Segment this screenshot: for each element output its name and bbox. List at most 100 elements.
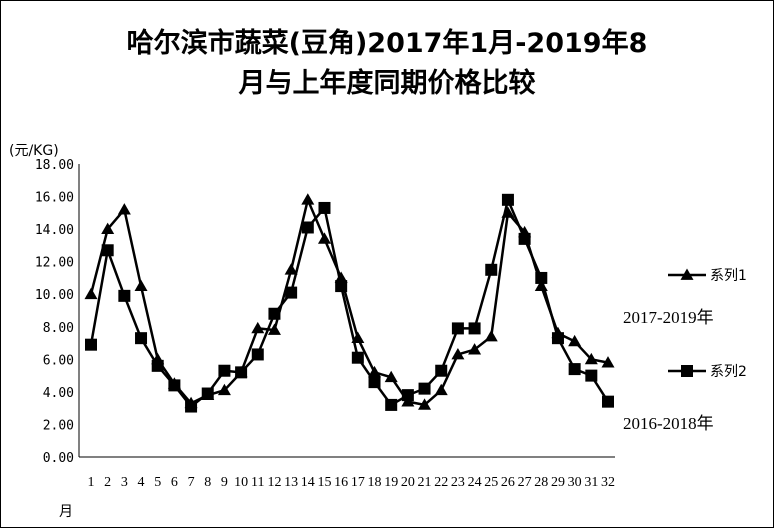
y-axis-unit-label: (元/KG) xyxy=(9,143,59,159)
data-point xyxy=(451,347,465,360)
x-tick-label: 5 xyxy=(154,475,161,490)
series-layer xyxy=(84,193,615,413)
data-point xyxy=(135,332,148,345)
data-point xyxy=(601,356,615,368)
x-tick-label: 11 xyxy=(251,475,264,490)
x-tick-label: 27 xyxy=(518,475,532,490)
x-tick-label: 9 xyxy=(221,475,228,490)
data-point xyxy=(384,370,398,383)
y-tick-label: 18.00 xyxy=(35,158,74,173)
x-tick-label: 7 xyxy=(188,475,195,490)
y-tick-label: 12.00 xyxy=(35,256,74,271)
x-tick-label: 19 xyxy=(384,475,398,490)
data-point xyxy=(335,280,348,293)
legend-label: 系列2 xyxy=(710,364,747,380)
data-point xyxy=(568,334,582,347)
data-point xyxy=(468,322,481,335)
y-tick-label: 2.00 xyxy=(43,418,74,433)
x-tick-labels: 1 2 3 4 5 6 7 8 9 10 11 12 13 14 15 16 17 18 19 20 21 22 23 24 2… xyxy=(88,475,616,490)
data-point xyxy=(84,287,98,300)
data-point xyxy=(584,352,598,365)
x-tick-label: 26 xyxy=(501,475,515,490)
series-line xyxy=(89,198,609,407)
data-point xyxy=(218,364,231,377)
data-point xyxy=(301,193,315,205)
data-point xyxy=(134,279,148,291)
data-point xyxy=(568,363,581,376)
data-point xyxy=(485,263,498,276)
data-point xyxy=(251,348,264,361)
data-point xyxy=(451,322,464,335)
axes xyxy=(78,164,615,458)
x-tick-label: 30 xyxy=(568,475,582,490)
data-point xyxy=(385,398,398,411)
data-point xyxy=(434,383,448,396)
data-point xyxy=(118,289,131,302)
x-tick-label: 28 xyxy=(534,475,548,490)
x-tick-label: 24 xyxy=(468,475,482,490)
data-point xyxy=(85,338,97,351)
x-axis-unit-label: 月 xyxy=(59,504,73,520)
y-tick-label: 10.00 xyxy=(35,288,74,303)
legend-period-note: 2016-2018年 xyxy=(623,414,714,433)
data-point xyxy=(268,307,281,320)
x-tick-label: 3 xyxy=(121,475,128,490)
x-tick-label: 2 xyxy=(104,475,111,490)
data-point xyxy=(418,382,431,395)
data-point xyxy=(117,203,131,215)
data-point xyxy=(185,400,198,413)
x-tick-label: 14 xyxy=(301,475,315,490)
data-point xyxy=(501,193,514,206)
legend-marker xyxy=(681,365,693,377)
data-point xyxy=(368,365,382,378)
legend-item-2: 系列2 2016-2018年 xyxy=(623,364,747,433)
data-point xyxy=(267,323,281,335)
x-tick-label: 21 xyxy=(418,475,432,490)
x-tick-label: 17 xyxy=(351,475,365,490)
y-tick-label: 4.00 xyxy=(43,386,74,401)
y-tick-label: 6.00 xyxy=(43,353,74,368)
data-point xyxy=(318,201,331,214)
legend-item-1: 系列1 2017-2019年 xyxy=(623,268,747,327)
data-point xyxy=(351,351,364,364)
data-point xyxy=(301,221,314,234)
data-point xyxy=(151,359,164,372)
x-tick-label: 8 xyxy=(204,475,211,490)
x-tick-label: 16 xyxy=(334,475,348,490)
data-point xyxy=(368,376,381,389)
x-tick-label: 15 xyxy=(317,475,331,490)
legend-period-note: 2017-2019年 xyxy=(623,308,714,327)
x-tick-label: 12 xyxy=(267,475,281,490)
data-point xyxy=(334,271,348,283)
data-point xyxy=(101,222,115,234)
x-tick-label: 25 xyxy=(484,475,498,490)
x-tick-label: 29 xyxy=(551,475,565,490)
chart-title-line2: 月与上年度同期价格比较 xyxy=(238,67,536,99)
data-point xyxy=(235,366,248,379)
data-point xyxy=(284,263,298,275)
series-2 xyxy=(85,193,614,413)
y-tick-labels: 0.00 2.00 4.00 6.00 8.00 10.00 12.00 14.00 16.00… xyxy=(35,158,74,466)
x-tick-label: 23 xyxy=(451,475,465,490)
y-tick-label: 0.00 xyxy=(43,451,74,466)
x-tick-label: 6 xyxy=(171,475,178,490)
data-point xyxy=(484,330,498,342)
data-point xyxy=(101,244,114,257)
legend-label: 系列1 xyxy=(710,268,747,284)
x-tick-label: 1 xyxy=(88,475,95,490)
data-point xyxy=(317,232,331,244)
x-tick-label: 13 xyxy=(284,475,298,490)
data-point xyxy=(217,383,231,396)
data-point xyxy=(401,389,414,402)
x-tick-label: 4 xyxy=(138,475,145,490)
data-point xyxy=(251,321,265,334)
data-point xyxy=(201,387,214,400)
data-point xyxy=(285,286,298,299)
x-tick-label: 18 xyxy=(368,475,382,490)
chart-title-line1: 哈尔滨市蔬菜(豆角)2017年1月-2019年8 xyxy=(127,27,648,59)
data-point xyxy=(435,364,448,377)
legend-marker xyxy=(680,268,694,280)
x-tick-label: 31 xyxy=(584,475,598,490)
